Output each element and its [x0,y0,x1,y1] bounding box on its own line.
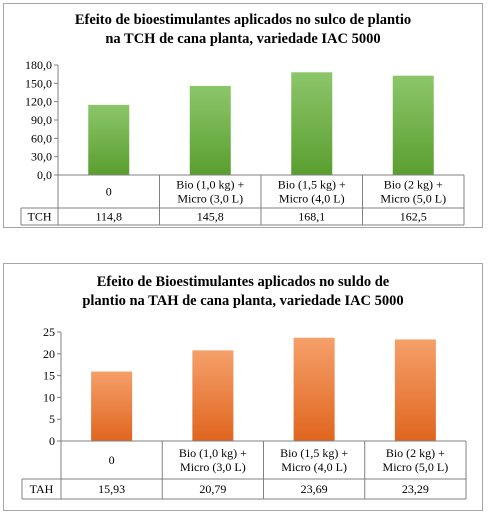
y-tick-label: 0 [49,434,55,448]
data-value-label: 168,1 [298,210,325,224]
x-category-label: Micro (3,0 L) [177,192,243,206]
x-category-label: Micro (3,0 L) [180,460,246,474]
bar [392,75,434,175]
y-tick-label: 20 [43,347,55,361]
y-tick-label: 120,0 [25,95,52,109]
y-tick-label: 5 [49,412,55,426]
chart-panel-tch: Efeito de bioestimulantes aplicados no s… [3,3,483,228]
chart-title: Efeito de Bioestimulantes aplicados no s… [4,273,482,311]
x-category-label: 0 [109,453,115,467]
tah-bar-chart: 0 5 10 15 20 25 0 Bio (1,0 kg) +Micro (3,0 L) Bi… [21,325,467,500]
x-category-label: Bio (2 kg) + [384,178,443,192]
y-tick-label: 15 [43,369,55,383]
data-value-label: 23,69 [301,482,328,496]
bar [293,337,335,441]
x-category-label: Bio (2 kg) + [386,446,445,460]
chart-title-line-1: Efeito de bioestimulantes aplicados no s… [74,12,412,28]
data-value-label: 15,93 [98,482,125,496]
x-category-label: 0 [106,185,112,199]
x-category-label: Micro (5,0 L) [380,192,446,206]
chart-title-line-2: plantio na TAH de cana planta, variedade… [82,293,404,309]
y-tick-label: 0,0 [37,168,52,182]
y-tick-label: 60,0 [31,131,52,145]
x-category-label: Bio (1,0 kg) + [179,446,247,460]
data-value-label: 162,5 [400,210,427,224]
bar [394,339,436,441]
series-name-label: TCH [28,210,52,224]
x-category-label: Micro (4,0 L) [281,460,347,474]
y-tick-label: 180,0 [25,58,52,72]
y-tick-label: 10 [43,390,55,404]
y-tick-label: 150,0 [25,76,52,90]
data-value-label: 20,79 [199,482,226,496]
bar [189,85,231,175]
chart-title-line-2: na TCH de cana planta, variedade IAC 500… [105,31,381,47]
chart-title-line-1: Efeito de Bioestimulantes aplicados no s… [96,274,390,290]
y-tick-label: 90,0 [31,113,52,127]
data-value-label: 145,8 [197,210,224,224]
tch-bar-chart: 0,0 30,0 60,0 90,0 120,0 150,0 180,0 0 Bio (1,0 … [20,58,465,226]
bar [291,72,333,175]
data-value-label: 23,29 [402,482,429,496]
chart-panel-tah: Efeito de Bioestimulantes aplicados no s… [3,263,483,511]
x-category-label: Bio (1,5 kg) + [278,178,346,192]
y-tick-label: 30,0 [31,150,52,164]
series-name-label: TAH [30,482,54,496]
chart-title: Efeito de bioestimulantes aplicados no s… [4,11,482,49]
data-value-label: 114,8 [95,210,122,224]
x-category-label: Bio (1,0 kg) + [176,178,244,192]
x-category-label: Micro (4,0 L) [279,192,345,206]
bar [88,104,130,175]
y-tick-label: 25 [43,325,55,339]
bar [91,371,133,441]
x-category-label: Micro (5,0 L) [383,460,449,474]
x-category-label: Bio (1,5 kg) + [280,446,348,460]
bar [192,350,234,441]
